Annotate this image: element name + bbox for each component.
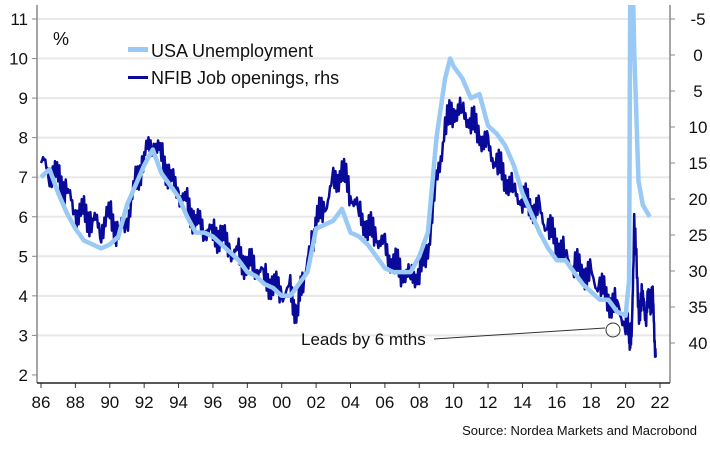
y-right-tick-label: 40 [689, 334, 708, 353]
legend-swatch-unemployment [128, 47, 148, 52]
legend-swatch-nfib [128, 76, 148, 79]
annotation: Leads by 6 mths [301, 322, 621, 349]
legend: USA Unemployment NFIB Job openings, rhs [128, 41, 339, 88]
annotation-leader [433, 327, 606, 340]
y-left-tick-label: 7 [19, 168, 28, 187]
axes: 2 3 4 5 6 7 8 9 10 11 -5 0 5 10 15 20 25 30 35 40 86 88 90 92 94… [9, 5, 707, 412]
gridlines [37, 18, 670, 337]
x-tick-label: 90 [100, 393, 119, 412]
x-tick-label: 06 [375, 393, 394, 412]
legend-label-nfib: NFIB Job openings, rhs [151, 68, 339, 88]
y-left-tick-label: 9 [19, 89, 28, 108]
series-line-unemployment [39, 5, 652, 318]
x-tick-label: 16 [547, 393, 566, 412]
x-tick-label: 88 [66, 393, 85, 412]
y-left-tick-label: 10 [9, 50, 28, 69]
y-right-tick-label: -5 [690, 10, 705, 29]
unit-label: % [53, 29, 69, 49]
legend-label-unemployment: USA Unemployment [151, 41, 313, 61]
y-left-tick-label: 3 [19, 326, 28, 345]
y-left-tick-label: 2 [19, 366, 28, 385]
x-tick-label: 18 [582, 393, 601, 412]
y-right-tick-label: 25 [689, 226, 708, 245]
x-tick-label: 96 [203, 393, 222, 412]
x-tick-label: 86 [32, 393, 51, 412]
x-tick-label: 10 [444, 393, 463, 412]
x-tick-label: 14 [513, 393, 532, 412]
y-right-tick-label: 15 [689, 154, 708, 173]
y-right-tick-label: 0 [693, 46, 702, 65]
x-tick-label: 04 [341, 393, 360, 412]
series-lines [39, 5, 657, 359]
x-tick-label: 12 [479, 393, 498, 412]
x-tick-label: 22 [651, 393, 670, 412]
x-tick-label: 20 [616, 393, 635, 412]
y-left-tick-label: 5 [19, 247, 28, 266]
annotation-text: Leads by 6 mths [301, 330, 426, 349]
x-tick-label: 98 [238, 393, 257, 412]
x-tick-label: 08 [410, 393, 429, 412]
x-tick-label: 92 [135, 393, 154, 412]
annotation-marker [605, 322, 621, 338]
y-left-tick-label: 6 [19, 208, 28, 227]
x-tick-label: 00 [272, 393, 291, 412]
x-tick-label: 02 [307, 393, 326, 412]
source-text: Source: Nordea Markets and Macrobond [462, 423, 697, 438]
y-left-tick-label: 8 [19, 129, 28, 148]
y-right-tick-label: 20 [689, 190, 708, 209]
y-left-tick-label: 4 [19, 287, 28, 306]
y-left-tick-label: 11 [10, 10, 28, 29]
y-right-tick-label: 5 [693, 82, 702, 101]
y-right-tick-label: 30 [689, 262, 708, 281]
y-right-tick-label: 35 [689, 298, 708, 317]
y-right-tick-label: 10 [689, 118, 708, 137]
x-tick-label: 94 [169, 393, 188, 412]
